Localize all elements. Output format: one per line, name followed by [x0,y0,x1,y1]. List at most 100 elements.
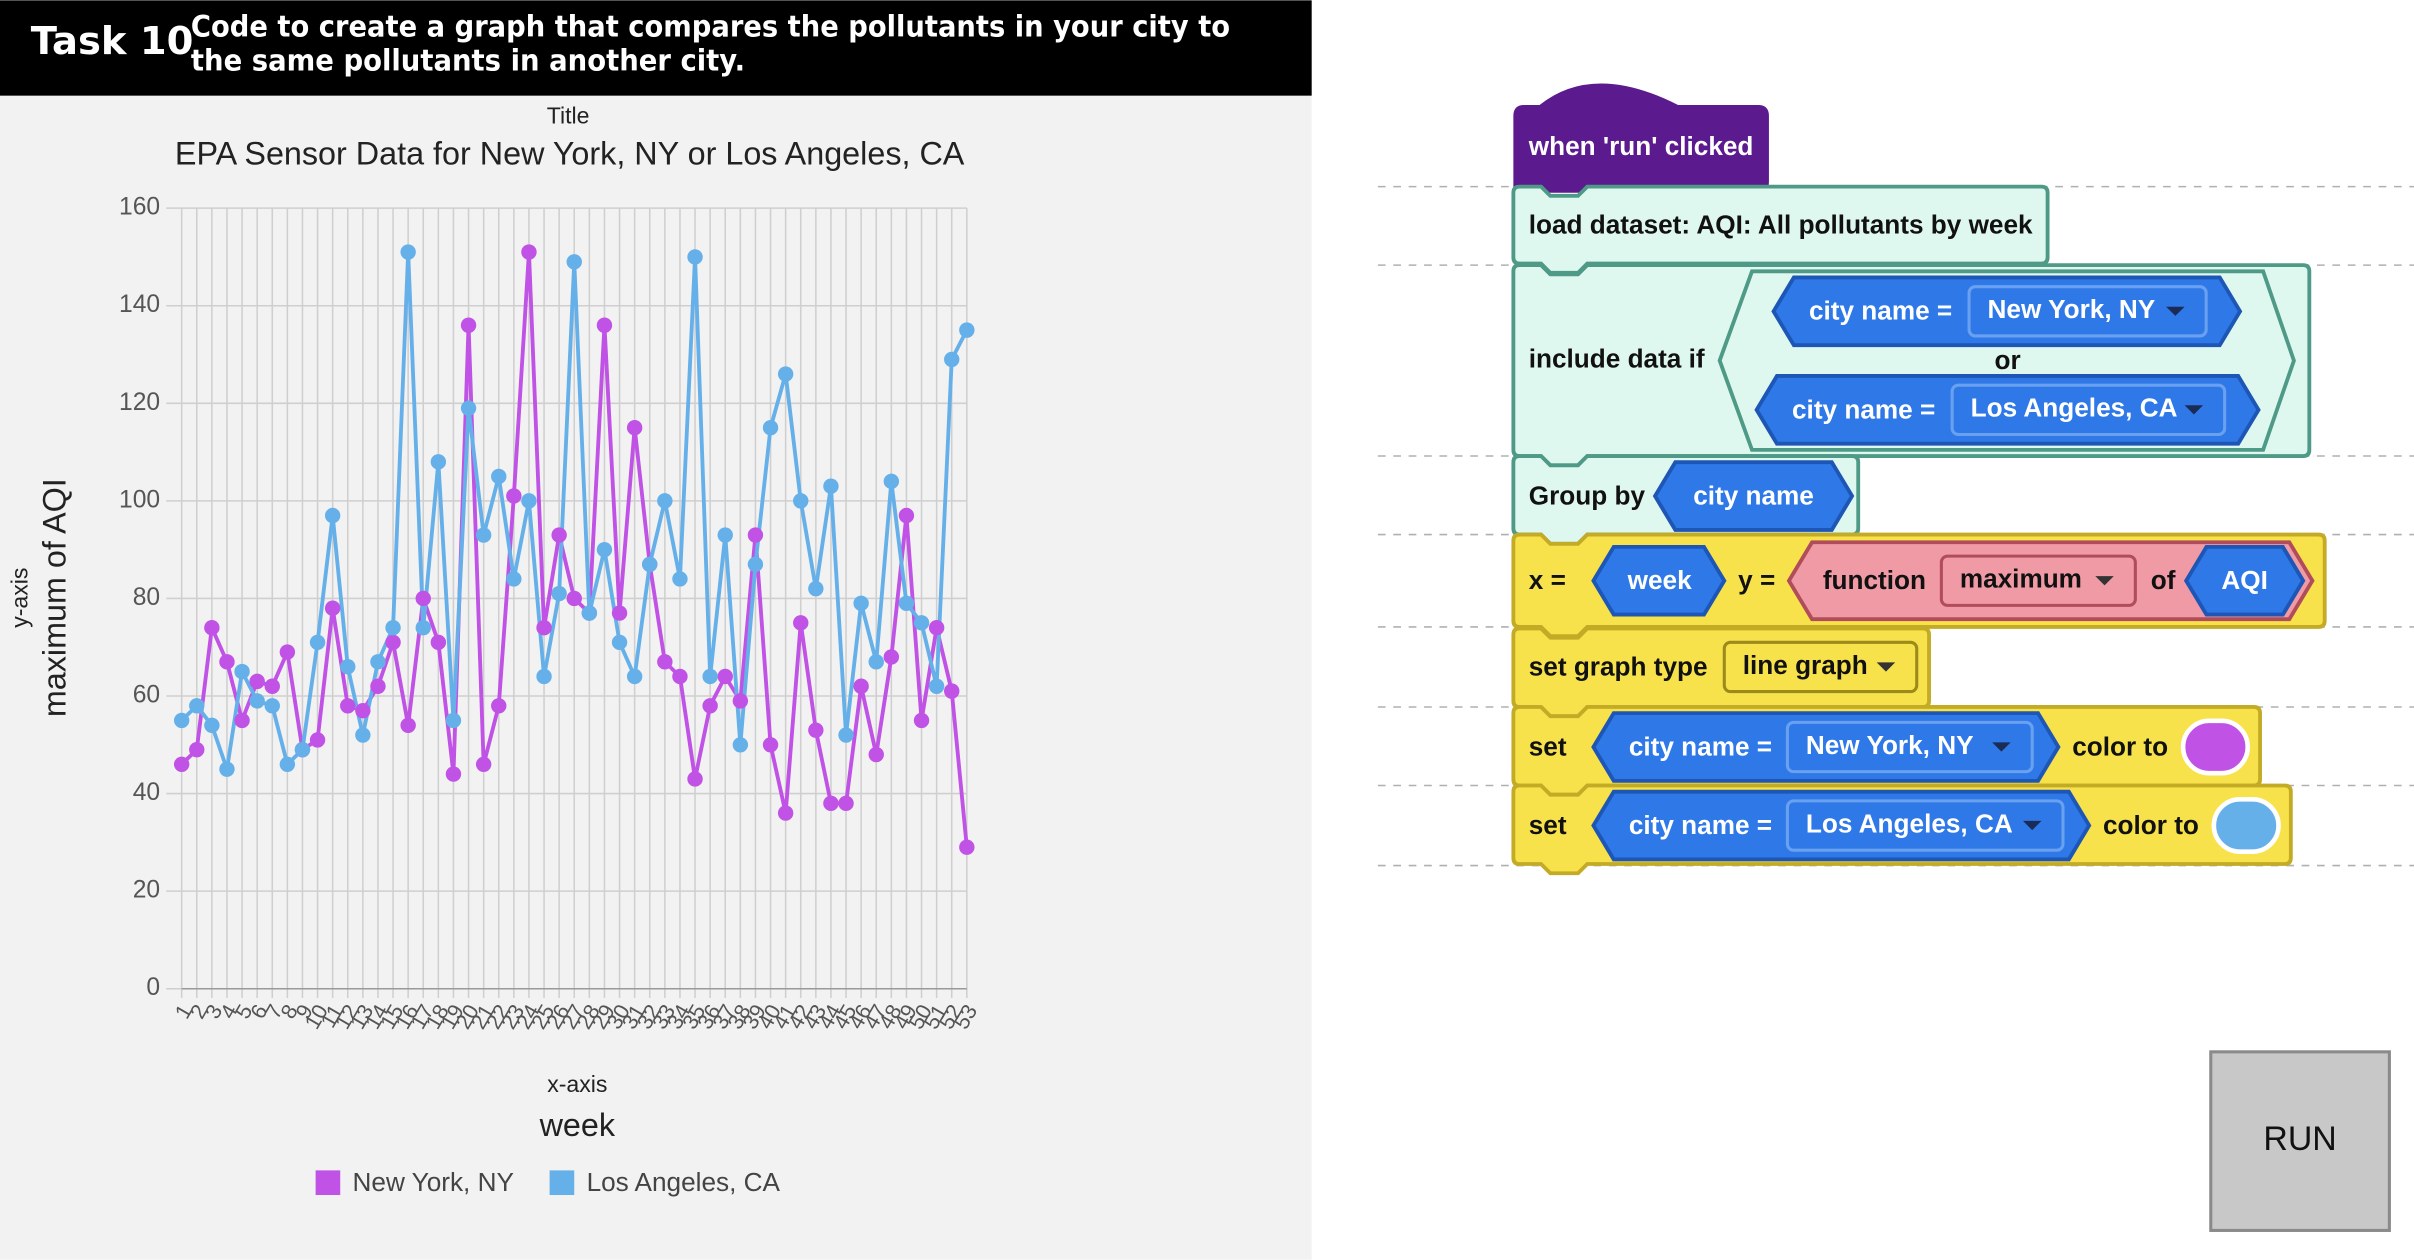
data-point [732,737,749,753]
dropdown-box[interactable] [1950,383,2227,437]
data-point [838,795,854,812]
dropdown-box[interactable] [1967,285,2208,338]
data-point [309,634,326,651]
data-point [944,351,960,368]
x-axis-caption: x-axis [547,1071,607,1097]
data-point [566,590,582,607]
data-point [747,527,764,543]
data-point [551,585,567,602]
dropdown-arrow [1876,662,1896,672]
data-point [521,244,537,260]
y-tick-label: 40 [133,779,160,806]
data-point [657,493,673,509]
task-number: Task 10 [31,19,194,64]
condition-field: city name = [1629,731,1772,761]
field-label: week [1627,565,1692,595]
data-point [370,654,386,670]
data-point [762,419,779,436]
data-point [475,527,492,543]
legend-label: New York, NY [353,1167,514,1197]
of-label: of [2151,565,2176,595]
data-point [747,556,764,572]
data-point [762,737,779,753]
data-point [340,659,356,675]
title-caption: Title [547,102,590,128]
data-point [777,366,794,382]
condition-field: city name = [1629,810,1772,840]
or-label: or [1994,345,2020,375]
data-point [324,600,341,616]
data-point [642,556,658,572]
dropdown-box[interactable] [1785,799,2065,852]
data-point [913,712,930,729]
hat-block [1513,83,1769,193]
data-point [536,620,552,636]
data-point [596,317,613,333]
data-point [430,454,447,470]
field-label: AQI [2221,565,2268,595]
data-point [264,678,280,694]
data-point [868,654,884,670]
dropdown-value: New York, NY [1988,294,2156,324]
dropdown-box[interactable] [1722,640,1919,694]
y-tick-label: 160 [119,194,160,221]
data-point [777,805,794,821]
data-point [204,620,220,636]
data-point [913,615,930,631]
data-point [475,756,492,773]
data-point [189,741,205,758]
data-point [687,771,703,787]
dropdown-arrow [2166,306,2185,316]
data-point [491,698,507,714]
data-point [657,654,673,670]
condition-field: city name = [1792,394,1935,424]
run-label[interactable]: RUN [2263,1120,2336,1158]
data-point [551,527,567,543]
color-swatch[interactable] [2211,797,2281,855]
data-point [626,419,643,436]
data-point [249,673,265,690]
data-point [521,493,537,509]
data-point [173,756,190,773]
data-point [823,795,839,812]
data-point [234,663,250,680]
data-point [491,468,507,485]
load-label: load dataset: AQI: All pollutants by wee… [1529,210,2033,240]
data-point [294,741,311,758]
data-point [506,571,522,587]
y-tick-label: 60 [133,682,160,709]
data-point [324,507,341,524]
x-eq-label: x = [1529,565,1566,595]
dropdown-box[interactable] [1939,554,2137,607]
y-axis-label: maximum of AQI [37,478,73,717]
data-point [808,580,824,597]
group-label: Group by [1529,481,1646,511]
run-button[interactable]: RUN [2209,1050,2391,1232]
data-point [702,698,718,714]
data-point [566,254,582,270]
y-tick-label: 120 [119,389,160,416]
data-point [189,698,205,714]
color-swatch[interactable] [2180,718,2251,776]
data-point [355,702,371,719]
data-point [279,644,296,660]
dropdown-arrow [2022,820,2042,831]
data-point [687,249,703,265]
data-point [173,712,190,729]
data-point [672,571,688,587]
color-label: color to [2072,731,2168,761]
data-point [506,488,522,504]
dropdown-box[interactable] [1785,720,2034,774]
data-point [400,717,416,733]
dropdown-arrow [2184,405,2204,415]
y-tick-label: 0 [146,974,160,1001]
data-point [400,244,416,260]
run-button-bg[interactable] [2209,1050,2391,1232]
field-label: city name [1693,481,1814,511]
hat-label: when 'run' clicked [1528,131,1754,161]
data-point [898,595,915,612]
data-point [219,761,235,777]
x-axis-label: week [539,1107,616,1143]
data-point [868,746,884,763]
